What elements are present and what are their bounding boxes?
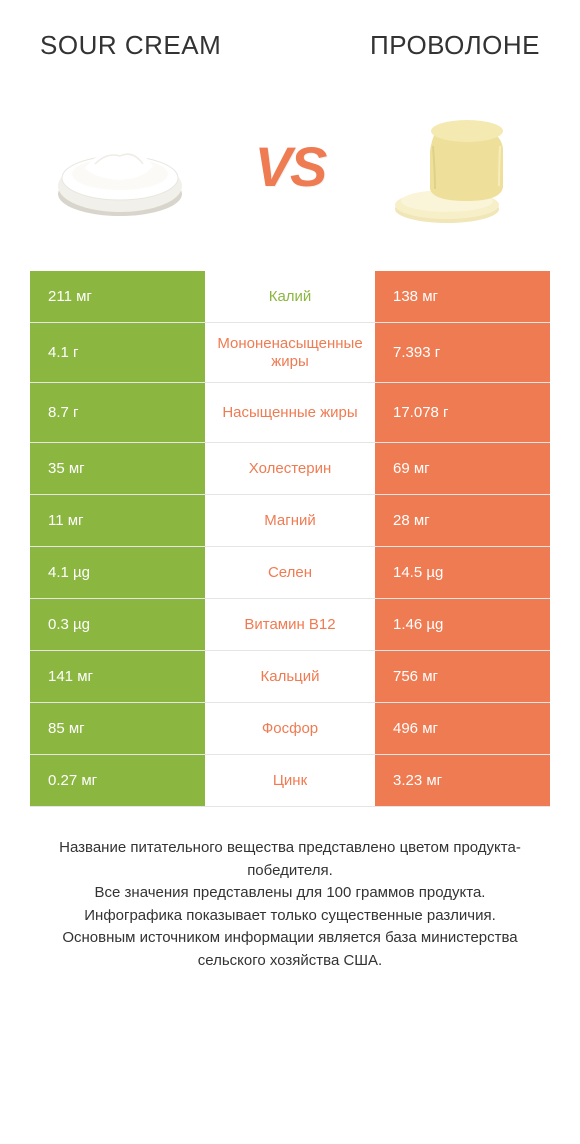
nutrient-label: Кальций <box>205 651 375 702</box>
right-product-title: ПРОВОЛОНЕ <box>370 30 540 61</box>
footer-notes: Название питательного вещества представл… <box>0 807 580 972</box>
footer-line-2: Все значения представлены для 100 граммо… <box>30 882 550 905</box>
right-value-cell: 69 мг <box>375 443 550 494</box>
left-value-cell: 11 мг <box>30 495 205 546</box>
right-value-cell: 1.46 µg <box>375 599 550 650</box>
nutrient-label: Витамин B12 <box>205 599 375 650</box>
table-row: 8.7 гНасыщенные жиры17.078 г <box>30 383 550 443</box>
left-value-cell: 8.7 г <box>30 383 205 442</box>
right-value-cell: 756 мг <box>375 651 550 702</box>
left-value-cell: 211 мг <box>30 271 205 322</box>
footer-line-4: Основным источником информации является … <box>30 927 550 972</box>
right-value-cell: 14.5 µg <box>375 547 550 598</box>
left-value-cell: 35 мг <box>30 443 205 494</box>
table-row: 85 мгФосфор496 мг <box>30 703 550 755</box>
nutrient-label: Магний <box>205 495 375 546</box>
left-product-title: SOUR CREAM <box>40 30 221 61</box>
comparison-table: 211 мгКалий138 мг4.1 гМононенасыщенные ж… <box>0 271 580 807</box>
table-row: 4.1 гМононенасыщенные жиры7.393 г <box>30 323 550 383</box>
sour-cream-image <box>40 96 200 236</box>
footer-line-3: Инфографика показывает только существенн… <box>30 905 550 928</box>
left-value-cell: 0.27 мг <box>30 755 205 806</box>
table-row: 35 мгХолестерин69 мг <box>30 443 550 495</box>
right-value-cell: 3.23 мг <box>375 755 550 806</box>
left-value-cell: 4.1 г <box>30 323 205 382</box>
right-value-cell: 138 мг <box>375 271 550 322</box>
table-row: 11 мгМагний28 мг <box>30 495 550 547</box>
table-row: 211 мгКалий138 мг <box>30 271 550 323</box>
provolone-image <box>380 96 540 236</box>
right-value-cell: 17.078 г <box>375 383 550 442</box>
nutrient-label: Мононенасыщенные жиры <box>205 323 375 382</box>
left-value-cell: 0.3 µg <box>30 599 205 650</box>
images-row: VS <box>0 71 580 271</box>
right-value-cell: 28 мг <box>375 495 550 546</box>
footer-line-1: Название питательного вещества представл… <box>30 837 550 882</box>
table-row: 4.1 µgСелен14.5 µg <box>30 547 550 599</box>
table-row: 0.27 мгЦинк3.23 мг <box>30 755 550 807</box>
nutrient-label: Цинк <box>205 755 375 806</box>
table-row: 141 мгКальций756 мг <box>30 651 550 703</box>
nutrient-label: Фосфор <box>205 703 375 754</box>
nutrient-label: Калий <box>205 271 375 322</box>
table-row: 0.3 µgВитамин B121.46 µg <box>30 599 550 651</box>
vs-label: VS <box>255 134 326 199</box>
nutrient-label: Холестерин <box>205 443 375 494</box>
right-value-cell: 7.393 г <box>375 323 550 382</box>
left-value-cell: 85 мг <box>30 703 205 754</box>
left-value-cell: 141 мг <box>30 651 205 702</box>
nutrient-label: Селен <box>205 547 375 598</box>
nutrient-label: Насыщенные жиры <box>205 383 375 442</box>
header: SOUR CREAM ПРОВОЛОНЕ <box>0 0 580 71</box>
left-value-cell: 4.1 µg <box>30 547 205 598</box>
right-value-cell: 496 мг <box>375 703 550 754</box>
